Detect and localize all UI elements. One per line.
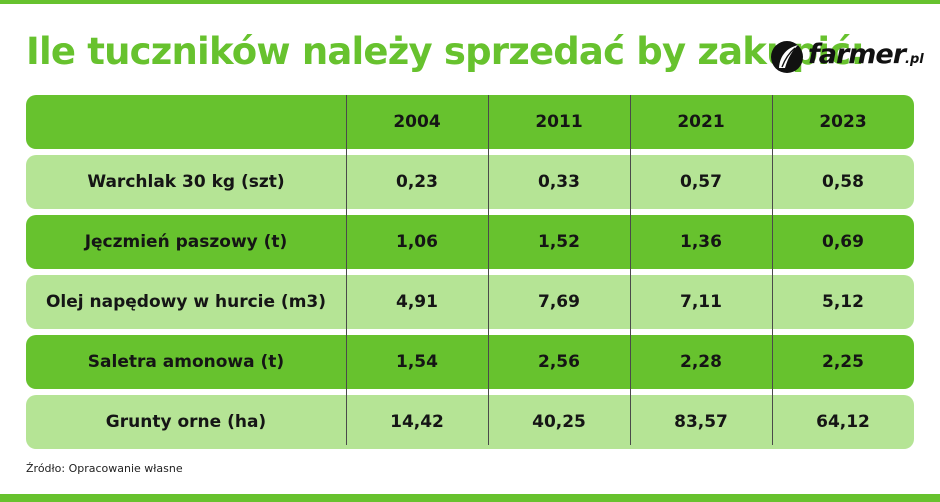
table-cell: 2,56: [538, 352, 580, 372]
table-cell: 0,33: [538, 172, 580, 192]
table-cell: 7,69: [538, 292, 580, 312]
table-cell: 40,25: [532, 412, 586, 432]
column-header-2021: 2021: [677, 112, 725, 132]
chart-title: Ile tuczników należy sprzedać by zakupić…: [26, 30, 865, 73]
column-header-2004: 2004: [393, 112, 441, 132]
table-cell: 2,28: [680, 352, 722, 372]
table-cell: 1,36: [680, 232, 722, 252]
table-cell: 0,57: [680, 172, 722, 192]
table-cell: 1,52: [538, 232, 580, 252]
table-cell: 7,11: [680, 292, 722, 312]
row-label: Grunty orne (ha): [105, 412, 267, 432]
column-header-2023: 2023: [819, 112, 867, 132]
table-cell: 64,12: [816, 412, 870, 432]
row-label: Olej napędowy w hurcie (m3): [45, 292, 327, 312]
table-row: Olej napędowy w hurcie (m3) 4,91 7,69 7,…: [26, 275, 914, 329]
table-cell: 1,54: [396, 352, 438, 372]
logo-wordmark: farmer.pl: [808, 39, 924, 70]
column-divider: [346, 95, 347, 445]
top-border: [0, 0, 940, 4]
table-cell: 4,91: [396, 292, 438, 312]
table-row: Saletra amonowa (t) 1,54 2,56 2,28 2,25: [26, 335, 914, 389]
column-header-2011: 2011: [535, 112, 583, 132]
farmer-logo: farmer.pl: [770, 37, 924, 81]
bottom-border: [0, 494, 940, 502]
header-row: 2004 2011 2021 2023: [26, 95, 914, 149]
row-label: Saletra amonowa (t): [87, 352, 285, 372]
row-label: Warchlak 30 kg (szt): [87, 172, 285, 192]
table-cell: 83,57: [674, 412, 728, 432]
row-label: Jęczmień paszowy (t): [84, 232, 288, 252]
source-note: Źródło: Opracowanie własne: [26, 462, 183, 475]
table-row: Warchlak 30 kg (szt) 0,23 0,33 0,57 0,58: [26, 155, 914, 209]
logo-tld: .pl: [905, 52, 924, 67]
table-cell: 0,69: [822, 232, 864, 252]
table-cell: 14,42: [390, 412, 444, 432]
table-cell: 0,58: [822, 172, 864, 192]
column-divider: [488, 95, 489, 445]
table-cell: 5,12: [822, 292, 864, 312]
table-cell: 0,23: [396, 172, 438, 192]
data-table: 2004 2011 2021 2023 Warchlak 30 kg (szt)…: [26, 95, 914, 455]
table-cell: 1,06: [396, 232, 438, 252]
logo-name: farmer: [808, 39, 906, 70]
table-row: Jęczmień paszowy (t) 1,06 1,52 1,36 0,69: [26, 215, 914, 269]
leaf-icon: [771, 41, 803, 73]
column-divider: [630, 95, 631, 445]
header-label-cell: [26, 95, 346, 149]
table-row: Grunty orne (ha) 14,42 40,25 83,57 64,12: [26, 395, 914, 449]
table-cell: 2,25: [822, 352, 864, 372]
column-divider: [772, 95, 773, 445]
